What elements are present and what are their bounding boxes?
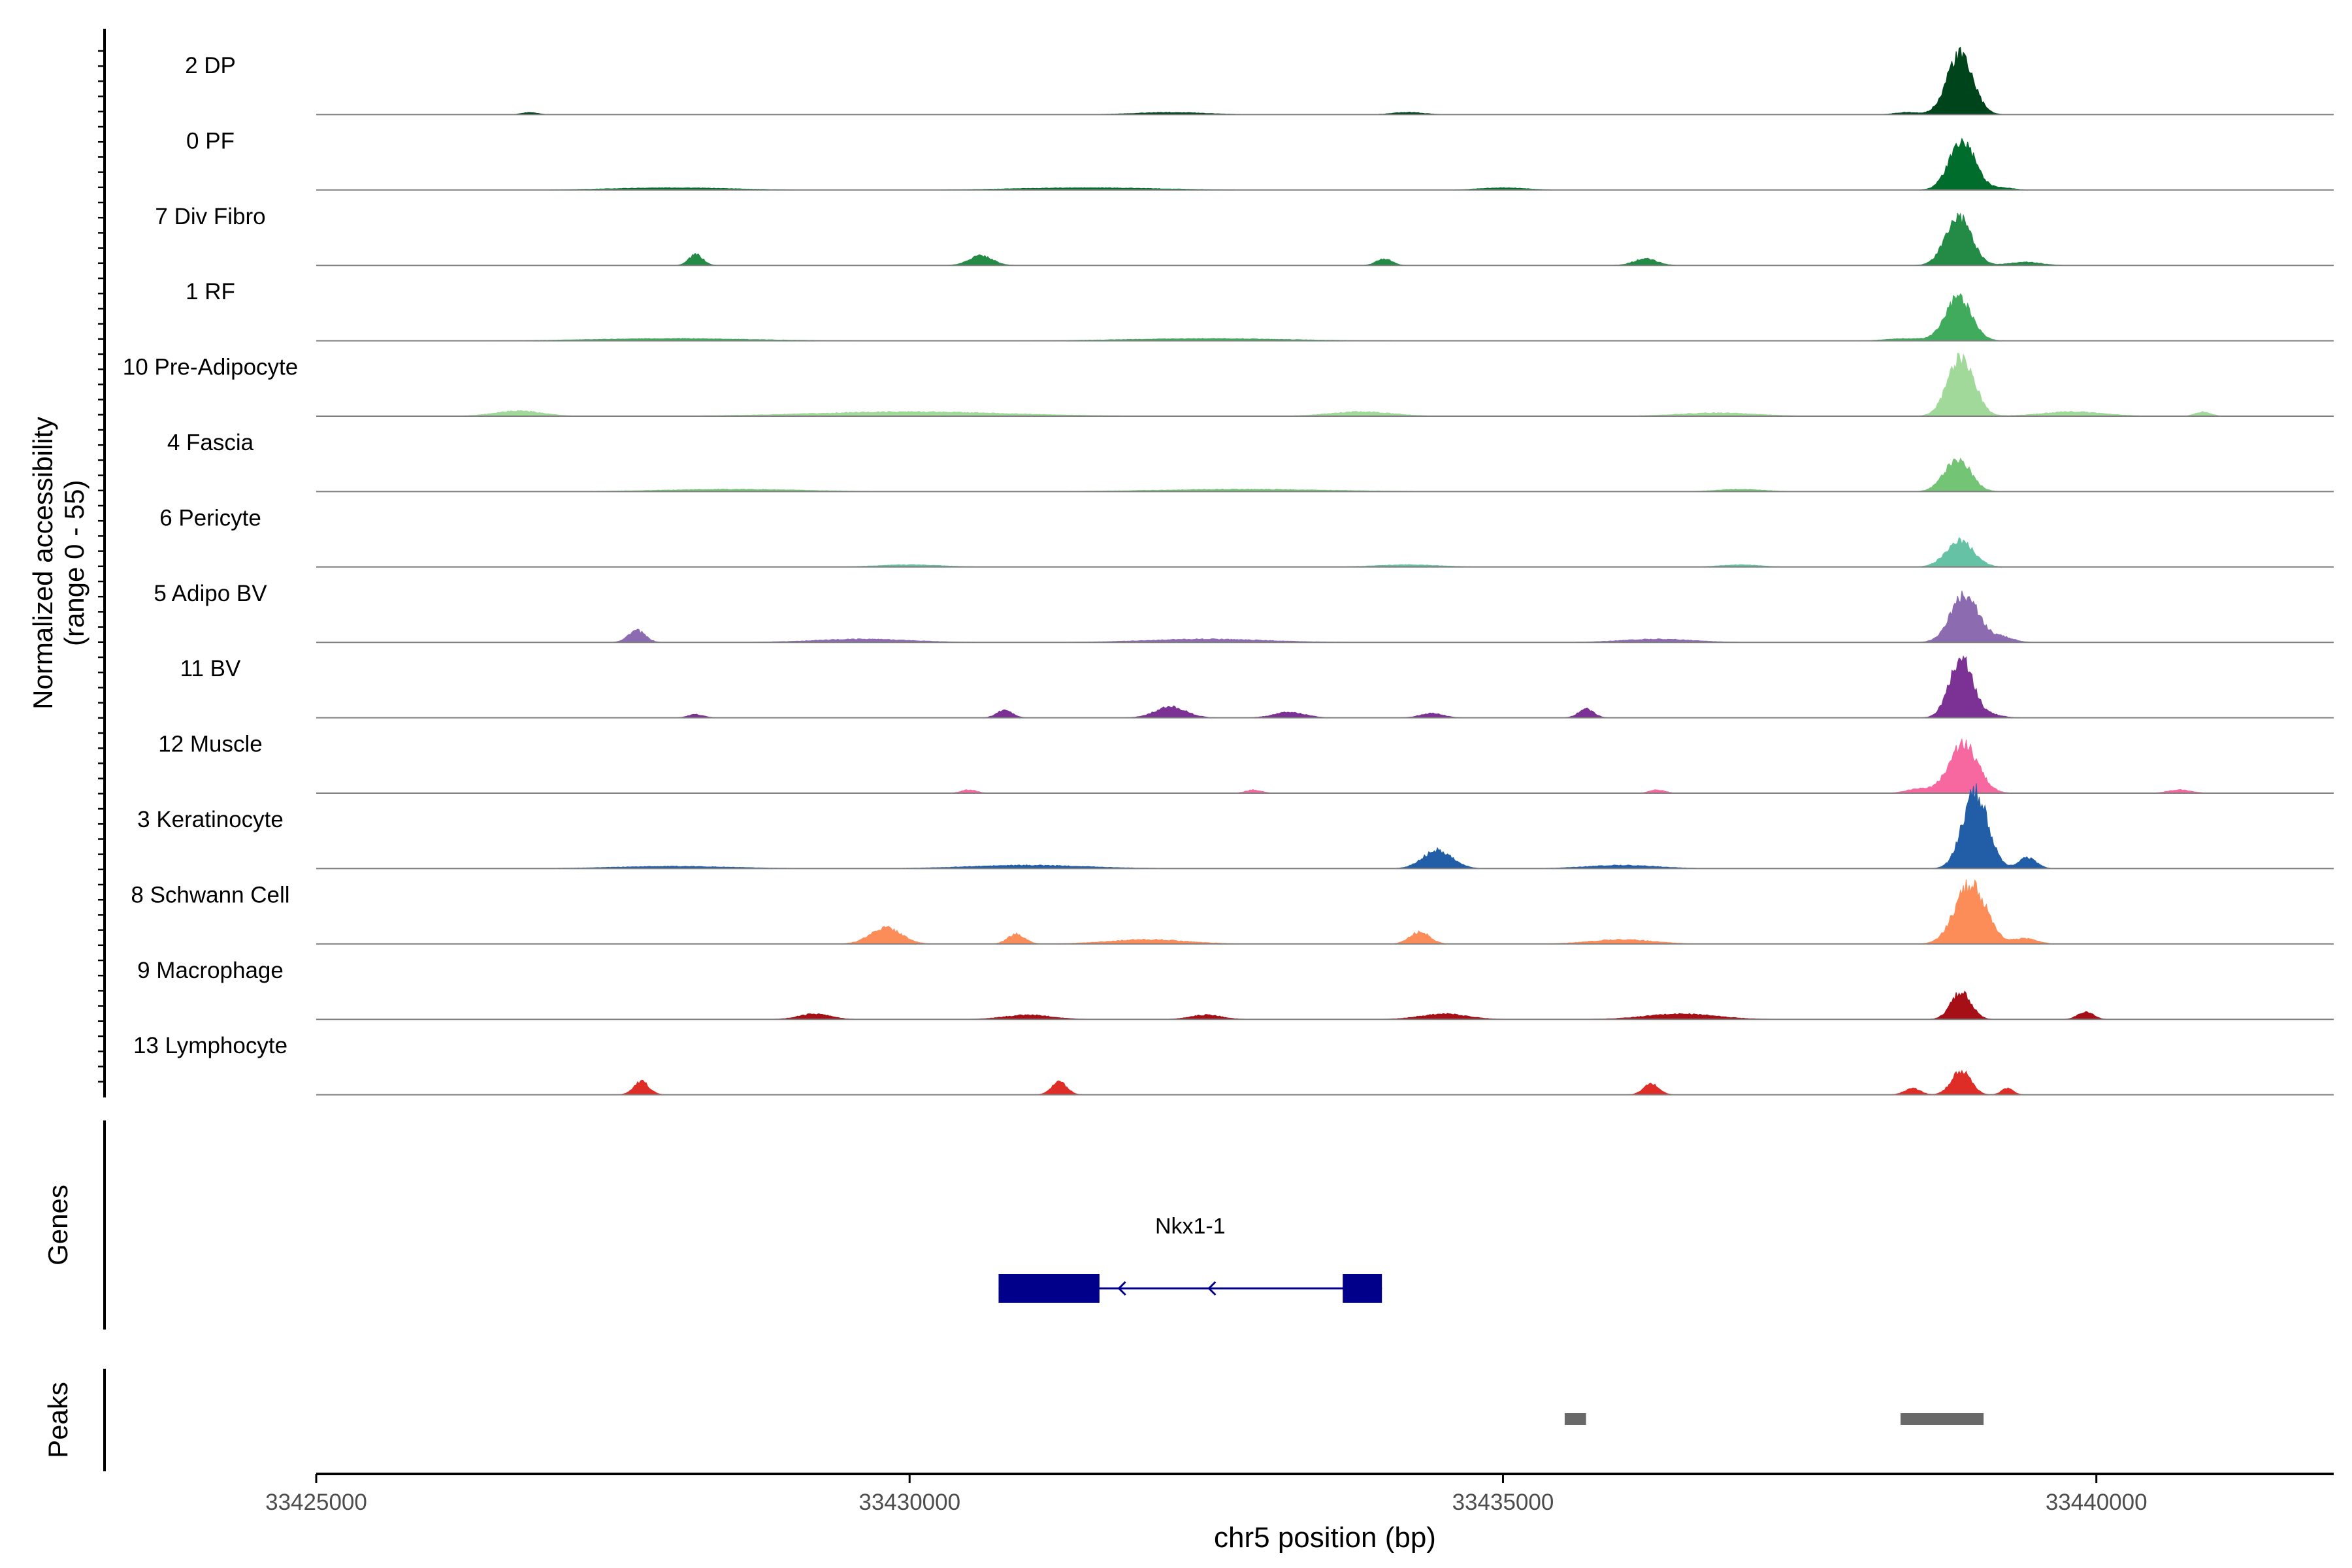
- peak-region: [1900, 1413, 1984, 1425]
- gene-exon: [998, 1274, 1100, 1303]
- gene-nkx1-1: Nkx1-1: [998, 1214, 1382, 1303]
- coverage-area: [316, 738, 2334, 794]
- strand-arrow: [1117, 1281, 1126, 1296]
- track-0-pf: 0 PF: [186, 128, 2334, 191]
- gene-name-label: Nkx1-1: [1155, 1214, 1226, 1239]
- track-3-keratinocyte: 3 Keratinocyte: [137, 783, 2334, 870]
- track-label: 11 BV: [180, 656, 241, 681]
- y-axis-range-label: (range 0 - 55): [59, 480, 90, 646]
- track-label: 1 RF: [186, 279, 235, 304]
- x-tick-label: 33440000: [2046, 1490, 2148, 1515]
- track-11-bv: 11 BV: [180, 655, 2334, 719]
- coverage-area: [316, 212, 2334, 266]
- track-label: 13 Lymphocyte: [133, 1033, 287, 1058]
- track-9-macrophage: 9 Macrophage: [137, 958, 2334, 1021]
- peak-region: [1564, 1413, 1586, 1425]
- coverage-area: [316, 1070, 2334, 1096]
- track-label: 3 Keratinocyte: [137, 807, 284, 832]
- genes-track-label: Genes: [42, 1184, 73, 1266]
- x-axis-label: chr5 position (bp): [1214, 1522, 1436, 1554]
- track-13-lymphocyte: 13 Lymphocyte: [133, 1033, 2334, 1096]
- accessibility-tracks: 2 DP 0 PF 7 Div Fibro 1 RF 10 Pre-Adipocyte 4…: [123, 46, 2334, 1096]
- coverage-area: [316, 536, 2334, 568]
- track-5-adipo-bv: 5 Adipo BV: [154, 581, 2334, 644]
- coverage-area: [316, 590, 2334, 643]
- track-2-dp: 2 DP: [185, 46, 2334, 116]
- coverage-area: [316, 783, 2334, 869]
- track-4-fascia: 4 Fascia: [167, 430, 2334, 493]
- track-7-div-fibro: 7 Div Fibro: [155, 204, 2334, 267]
- track-label: 10 Pre-Adipocyte: [123, 355, 298, 380]
- y-axis-label: Normalized accessibility: [27, 417, 58, 710]
- coverage-area: [316, 137, 2334, 191]
- axes-layer: Normalized accessibility (range 0 - 55) 33…: [27, 29, 2334, 1554]
- track-1-rf: 1 RF: [186, 279, 2334, 342]
- track-label: 12 Muscle: [158, 732, 263, 757]
- peaks-track-label: Peaks: [42, 1382, 73, 1458]
- track-label: 6 Pericyte: [159, 505, 261, 531]
- genes-track: Genes Nkx1-1: [42, 1120, 1382, 1330]
- track-12-muscle: 12 Muscle: [158, 732, 2334, 794]
- x-tick-label: 33430000: [858, 1490, 960, 1515]
- coverage-area: [316, 353, 2334, 417]
- peaks-track: Peaks: [42, 1369, 1984, 1471]
- coverage-area: [316, 457, 2334, 492]
- track-6-pericyte: 6 Pericyte: [159, 505, 2334, 568]
- strand-arrow: [1207, 1281, 1217, 1296]
- track-10-pre-adipocyte: 10 Pre-Adipocyte: [123, 353, 2334, 417]
- x-tick-label: 33435000: [1452, 1490, 1554, 1515]
- track-8-schwann-cell: 8 Schwann Cell: [131, 879, 2334, 945]
- coverage-area: [316, 293, 2334, 342]
- track-label: 0 PF: [186, 128, 235, 154]
- coverage-area: [316, 990, 2334, 1020]
- gene-exon: [1343, 1274, 1382, 1303]
- coverage-area: [316, 879, 2334, 945]
- track-label: 9 Macrophage: [137, 958, 284, 983]
- track-label: 2 DP: [185, 53, 236, 78]
- x-tick-label: 33425000: [265, 1490, 367, 1515]
- track-label: 4 Fascia: [167, 430, 254, 455]
- coverage-area: [316, 46, 2334, 115]
- track-label: 5 Adipo BV: [154, 581, 267, 606]
- coverage-area: [316, 655, 2334, 719]
- track-label: 7 Div Fibro: [155, 204, 265, 229]
- track-label: 8 Schwann Cell: [131, 882, 289, 907]
